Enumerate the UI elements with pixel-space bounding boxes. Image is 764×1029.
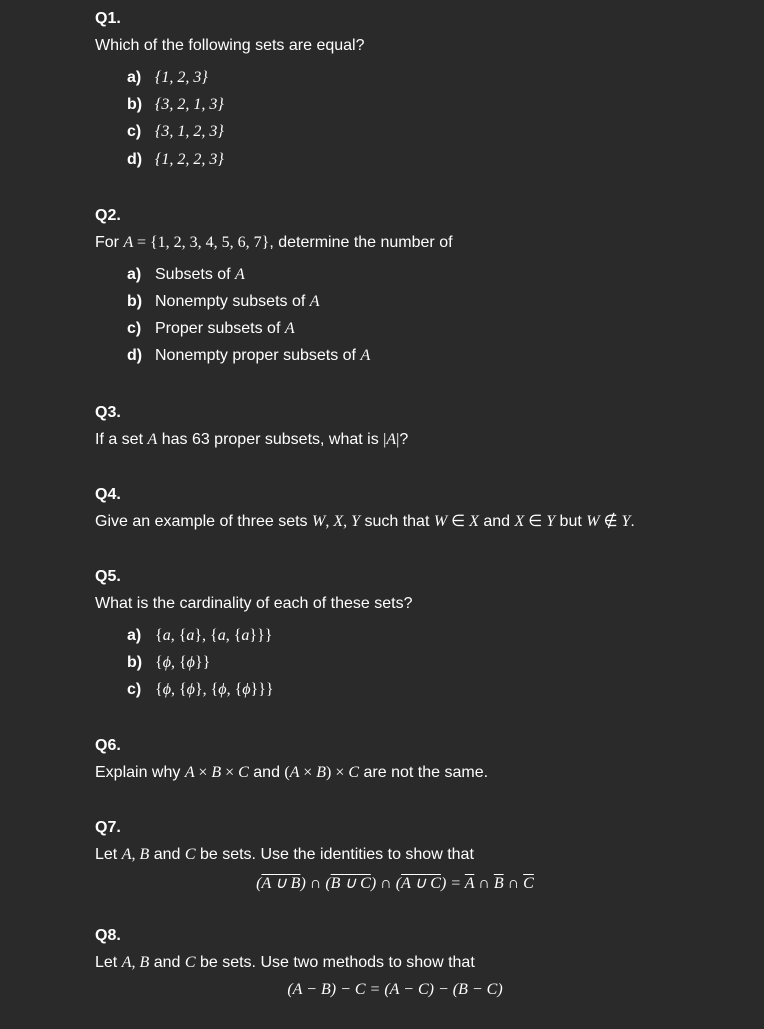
option-key: c) (127, 118, 155, 145)
question-prompt: Let A, B and C be sets. Use two methods … (95, 951, 695, 975)
equation: (A ∪ B) ∩ (B ∪ C) ∩ (A ∪ C) = A ∩ B ∩ C (95, 873, 695, 893)
question-label: Q2. (95, 207, 695, 225)
option-text: {1, 2, 3} (155, 64, 695, 91)
question-prompt: Explain why A × B × C and (A × B) × C ar… (95, 761, 695, 785)
options-list: a) {1, 2, 3} b) {3, 2, 1, 3} c) {3, 1, 2… (127, 64, 695, 173)
option-c: c) {3, 1, 2, 3} (127, 118, 695, 145)
question-3: Q3. If a set A has 63 proper subsets, wh… (95, 404, 695, 452)
option-c: c) Proper subsets of A (127, 315, 695, 342)
equation: (A − B) − C = (A − C) − (B − C) (95, 981, 695, 999)
option-text: {a, {a}, {a, {a}}} (155, 622, 695, 649)
option-text: {1, 2, 2, 3} (155, 146, 695, 173)
option-key: b) (127, 91, 155, 118)
question-label: Q8. (95, 927, 695, 945)
option-key: b) (127, 288, 155, 315)
question-5: Q5. What is the cardinality of each of t… (95, 568, 695, 704)
question-prompt: If a set A has 63 proper subsets, what i… (95, 428, 695, 452)
option-key: a) (127, 622, 155, 649)
question-7: Q7. Let A, B and C be sets. Use the iden… (95, 819, 695, 893)
option-d: d) Nonempty proper subsets of A (127, 342, 695, 369)
option-key: a) (127, 64, 155, 91)
option-b: b) Nonempty subsets of A (127, 288, 695, 315)
question-prompt: For A = {1, 2, 3, 4, 5, 6, 7}, determine… (95, 231, 695, 255)
option-d: d) {1, 2, 2, 3} (127, 146, 695, 173)
question-prompt: What is the cardinality of each of these… (95, 592, 695, 616)
question-label: Q5. (95, 568, 695, 586)
question-sheet: Q1. Which of the following sets are equa… (0, 0, 695, 1029)
question-2: Q2. For A = {1, 2, 3, 4, 5, 6, 7}, deter… (95, 207, 695, 370)
option-text: {3, 1, 2, 3} (155, 118, 695, 145)
question-6: Q6. Explain why A × B × C and (A × B) × … (95, 737, 695, 785)
option-text: Subsets of A (155, 261, 695, 288)
option-a: a) {1, 2, 3} (127, 64, 695, 91)
options-list: a) {a, {a}, {a, {a}}} b) {ϕ, {ϕ}} c) {ϕ,… (127, 622, 695, 704)
question-label: Q3. (95, 404, 695, 422)
option-key: c) (127, 676, 155, 703)
question-1: Q1. Which of the following sets are equa… (95, 10, 695, 173)
option-key: d) (127, 146, 155, 173)
option-text: {ϕ, {ϕ}, {ϕ, {ϕ}}} (155, 676, 695, 703)
option-text: {3, 2, 1, 3} (155, 91, 695, 118)
question-prompt: Let A, B and C be sets. Use the identiti… (95, 843, 695, 867)
question-4: Q4. Give an example of three sets W, X, … (95, 486, 695, 534)
question-8: Q8. Let A, B and C be sets. Use two meth… (95, 927, 695, 999)
options-list: a) Subsets of A b) Nonempty subsets of A… (127, 261, 695, 370)
question-label: Q1. (95, 10, 695, 28)
option-key: d) (127, 342, 155, 369)
question-label: Q7. (95, 819, 695, 837)
option-c: c) {ϕ, {ϕ}, {ϕ, {ϕ}}} (127, 676, 695, 703)
question-prompt: Which of the following sets are equal? (95, 34, 695, 58)
option-b: b) {3, 2, 1, 3} (127, 91, 695, 118)
option-text: Nonempty proper subsets of A (155, 342, 695, 369)
option-a: a) Subsets of A (127, 261, 695, 288)
question-label: Q6. (95, 737, 695, 755)
option-b: b) {ϕ, {ϕ}} (127, 649, 695, 676)
option-key: c) (127, 315, 155, 342)
option-a: a) {a, {a}, {a, {a}}} (127, 622, 695, 649)
option-key: b) (127, 649, 155, 676)
option-text: Proper subsets of A (155, 315, 695, 342)
option-key: a) (127, 261, 155, 288)
question-prompt: Give an example of three sets W, X, Y su… (95, 510, 695, 534)
option-text: Nonempty subsets of A (155, 288, 695, 315)
question-label: Q4. (95, 486, 695, 504)
option-text: {ϕ, {ϕ}} (155, 649, 695, 676)
